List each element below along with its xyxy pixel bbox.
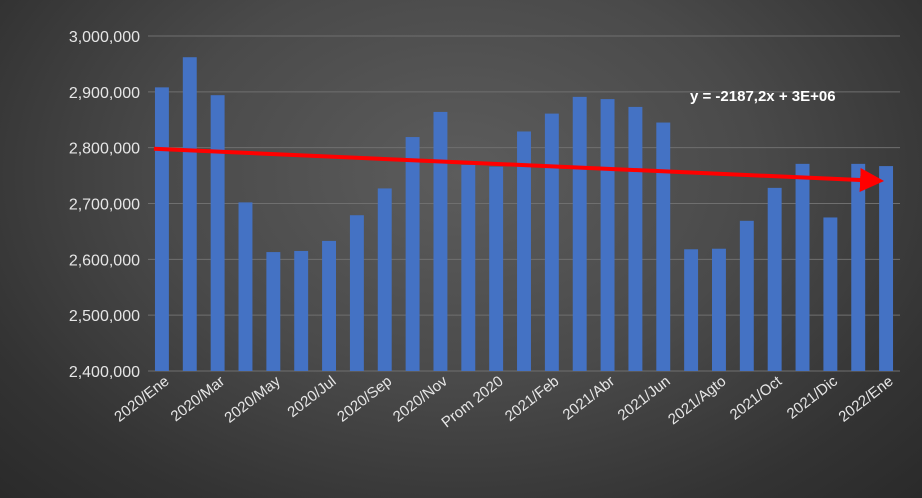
x-tick-label: 2021/Feb <box>502 373 562 425</box>
x-tick-label: 2021/Agto <box>665 373 729 429</box>
y-tick-label: 3,000,000 <box>69 29 140 46</box>
bar <box>767 187 782 371</box>
bar <box>628 106 643 372</box>
trendline-equation: y = -2187,2x + 3E+06 <box>690 88 836 105</box>
bar <box>182 57 197 371</box>
y-axis: 2,400,000 2,500,000 2,600,000 2,700,000 2,80… <box>69 29 140 381</box>
bar <box>154 87 169 371</box>
bar <box>572 96 587 371</box>
x-tick-label: 2022/Ene <box>835 373 896 426</box>
bar <box>600 99 615 371</box>
x-tick-label: 2020/Mar <box>168 373 228 425</box>
bar <box>266 252 281 371</box>
bar <box>461 164 476 371</box>
bar <box>433 111 448 371</box>
bar <box>322 240 336 371</box>
bar <box>739 220 754 371</box>
bar <box>879 166 894 371</box>
y-tick-label: 2,600,000 <box>69 252 140 269</box>
bar <box>684 249 699 371</box>
x-tick-label: 2021/Abr <box>560 373 618 424</box>
x-tick-label: 2021/Oct <box>727 372 786 423</box>
y-tick-label: 2,800,000 <box>69 141 140 158</box>
y-tick-label: 2,500,000 <box>69 308 140 325</box>
x-tick-label: 2020/May <box>221 372 284 426</box>
x-tick-label: 2021/Jun <box>615 373 674 424</box>
trendline-arrow <box>153 146 885 192</box>
bar <box>489 166 504 371</box>
bar <box>405 137 420 371</box>
bars <box>154 57 894 372</box>
bar <box>349 215 364 371</box>
bar <box>294 250 309 371</box>
x-tick-label: 2020/Jul <box>284 373 339 421</box>
bar <box>544 113 559 371</box>
y-tick-label: 2,700,000 <box>69 197 140 214</box>
x-tick-label: 2021/Dic <box>784 372 842 422</box>
bar <box>377 188 392 371</box>
bar <box>851 163 866 371</box>
bar <box>517 131 531 371</box>
bar <box>238 202 253 371</box>
y-tick-label: 2,400,000 <box>69 364 140 381</box>
y-tick-label: 2,900,000 <box>69 85 140 102</box>
trendline <box>153 146 885 192</box>
bar <box>210 95 225 371</box>
bar <box>795 163 810 371</box>
bar <box>712 248 726 371</box>
x-tick-label: 2020/Sep <box>334 373 395 426</box>
x-tick-label: Prom 2020 <box>438 373 506 432</box>
bar <box>656 122 671 372</box>
bar <box>823 217 838 371</box>
